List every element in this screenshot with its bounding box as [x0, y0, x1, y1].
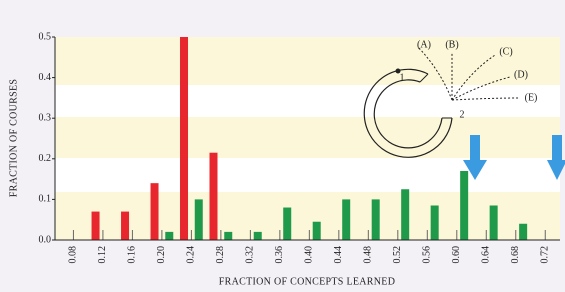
bar — [283, 208, 291, 240]
x-tick-label: 0.68 — [510, 246, 521, 264]
y-axis-label: FRACTION OF COURSES — [8, 79, 19, 198]
x-tick-label: 0.20 — [156, 246, 167, 264]
x-tick-label: 0.32 — [245, 246, 256, 264]
y-tick-label: 0.4 — [39, 72, 52, 83]
diagram-label: (B) — [445, 39, 458, 50]
bar — [401, 189, 409, 240]
bar — [224, 232, 232, 240]
bar — [195, 199, 203, 240]
x-tick-label: 0.72 — [540, 246, 551, 264]
diagram-label: 2 — [460, 109, 465, 120]
x-tick-label: 0.48 — [363, 246, 374, 264]
bar — [180, 37, 188, 240]
bar — [121, 212, 129, 240]
bar — [519, 224, 527, 240]
bar — [431, 205, 439, 240]
x-tick-label: 0.40 — [304, 246, 315, 264]
x-tick-label: 0.28 — [215, 246, 226, 264]
x-tick-label: 0.24 — [186, 246, 197, 264]
diagram-label: (E) — [525, 92, 538, 103]
bar — [165, 232, 173, 240]
x-tick-label: 0.64 — [481, 246, 492, 264]
bar — [372, 199, 380, 240]
x-tick-label: 0.60 — [451, 246, 462, 264]
x-tick-label: 0.36 — [274, 246, 285, 264]
x-tick-label: 0.56 — [422, 246, 433, 264]
page: {"chart_data": {"type": "bar", "xlabel":… — [0, 0, 565, 292]
x-tick-label: 0.16 — [127, 246, 138, 264]
y-tick-label: 0.2 — [39, 153, 52, 164]
bar — [210, 153, 218, 240]
bar — [460, 171, 468, 240]
x-tick-label: 0.52 — [392, 246, 403, 264]
y-tick-label: 0.0 — [39, 234, 52, 245]
y-tick-label: 0.5 — [39, 31, 52, 42]
diagram-label: (D) — [514, 69, 528, 80]
diagram-label: (A) — [417, 39, 431, 50]
bar — [92, 212, 100, 240]
bar — [151, 183, 159, 240]
x-axis-label: FRACTION OF CONCEPTS LEARNED — [219, 276, 395, 287]
diagram-label: 1 — [400, 72, 405, 83]
bar — [254, 232, 262, 240]
bar — [313, 222, 321, 240]
bar — [490, 205, 498, 240]
bar — [342, 199, 350, 240]
y-tick-label: 0.1 — [39, 194, 52, 205]
diagram-label: (C) — [499, 46, 512, 57]
x-tick-label: 0.12 — [97, 246, 108, 264]
plot-background — [55, 37, 560, 240]
x-tick-label: 0.08 — [68, 246, 79, 264]
y-tick-label: 0.3 — [39, 112, 52, 123]
chart: FRACTION OF CONCEPTS LEARNED FRACTION OF… — [0, 0, 565, 292]
x-tick-label: 0.44 — [333, 246, 344, 264]
